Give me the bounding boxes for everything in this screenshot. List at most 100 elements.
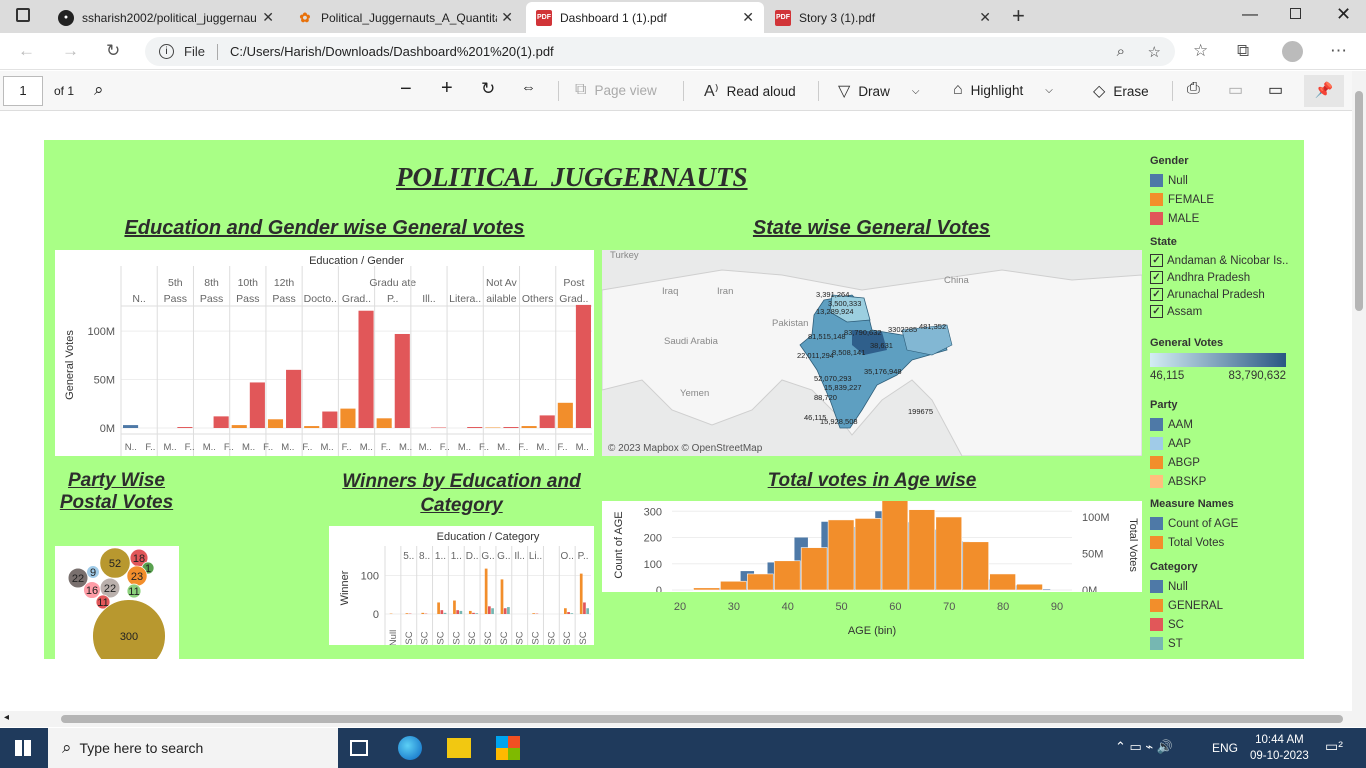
age-votes-chart[interactable]: Count of AGE Total Votes 300 200 100 0 100M 50M…	[602, 498, 1142, 597]
category-label: N..	[132, 293, 145, 305]
back-icon[interactable]: ←	[18, 41, 35, 60]
rotate-icon[interactable]: ↻	[481, 79, 496, 98]
collections-icon[interactable]: ⧉	[1237, 41, 1250, 60]
close-window-button[interactable]: ✕	[1336, 4, 1352, 24]
education-gender-chart[interactable]: Education / Gender General Votes 100M 50M 0M…	[55, 250, 594, 456]
pin-toolbar-button[interactable]: 📌	[1304, 75, 1344, 107]
legend-item[interactable]: ABGP	[1150, 453, 1300, 472]
draw-button[interactable]: ▽ Draw ⌵	[838, 81, 919, 101]
state-checkbox-item[interactable]: ✓ Arunachal Pradesh	[1150, 286, 1300, 303]
save-as-icon[interactable]: ▭	[1268, 82, 1284, 99]
chart-title: Education / Category	[437, 531, 540, 543]
refresh-icon[interactable]: ↻	[106, 41, 121, 60]
gender-tick-label: M..	[203, 442, 216, 453]
taskbar-search[interactable]: ⌕ Type here to search	[48, 728, 338, 768]
windows-taskbar: ⌕ Type here to search ⌃ ▭ ⌁ 🔊 ENG 10:44 …	[0, 728, 1366, 768]
page-number-input[interactable]: 1	[3, 76, 43, 106]
votes-bar	[854, 518, 882, 591]
legend-swatch	[1150, 437, 1163, 450]
print-icon[interactable]: ⎙	[1187, 80, 1200, 97]
party-postal-chart[interactable]: 52 18 22 9 1 23 16 22 11 11 300	[55, 546, 179, 659]
zoom-in-icon[interactable]: +	[441, 77, 453, 99]
scroll-thumb[interactable]	[61, 715, 1343, 723]
checkbox-icon[interactable]: ✓	[1150, 271, 1163, 284]
close-icon[interactable]: ✕	[262, 9, 274, 25]
legend-item[interactable]: AAM	[1150, 415, 1300, 434]
tab-colab[interactable]: ✿ Political_Juggernauts_A_Quantita ✕	[287, 2, 523, 33]
gender-tick-label: F..	[381, 442, 391, 453]
state-checkbox-item[interactable]: ✓ Andaman & Nicobar Is..	[1150, 252, 1300, 269]
more-icon[interactable]: ⋯	[1330, 41, 1347, 60]
x-tick-label: SC	[578, 631, 589, 644]
legend-label: GENERAL	[1168, 599, 1223, 612]
horizontal-scrollbar[interactable]: ◂	[0, 711, 1352, 727]
edge-icon[interactable]	[398, 736, 422, 760]
clock[interactable]: 10:44 AM 09-10-2023	[1250, 734, 1309, 762]
favorites-icon[interactable]: ☆	[1193, 41, 1209, 60]
erase-button[interactable]: ◇ Erase	[1093, 81, 1149, 101]
restore-button[interactable]	[1290, 8, 1301, 19]
close-icon[interactable]: ✕	[742, 9, 754, 25]
find-icon[interactable]: ⌕	[94, 80, 104, 99]
minimize-button[interactable]: —	[1242, 6, 1258, 23]
chevron-down-icon[interactable]: ⌵	[911, 85, 920, 97]
legend-item[interactable]: FEMALE	[1150, 190, 1300, 209]
gender-tick-label: F..	[302, 442, 312, 453]
system-tray-icons[interactable]: ⌃ ▭ ⌁ 🔊	[1115, 739, 1174, 754]
task-view-icon[interactable]	[350, 740, 368, 756]
close-icon[interactable]: ✕	[979, 9, 991, 25]
add-favorite-icon[interactable]: ☆	[1147, 43, 1161, 61]
legend-item[interactable]: Total Votes	[1150, 533, 1300, 552]
legend-item[interactable]: AAP	[1150, 434, 1300, 453]
legend-item[interactable]: MALE	[1150, 209, 1300, 228]
page-view-button[interactable]: ⧉ Page view	[575, 81, 657, 99]
language-indicator[interactable]: ENG	[1212, 741, 1239, 755]
state-map[interactable]: Turkey Iraq Iran Pakistan Saudi Arabia Y…	[602, 250, 1142, 456]
state-checkbox-item[interactable]: ✓ Assam	[1150, 303, 1300, 320]
store-icon[interactable]	[496, 736, 520, 760]
highlight-button[interactable]: ⌂ Highlight ⌵	[953, 81, 1053, 99]
legend-item[interactable]: ST	[1150, 634, 1300, 653]
info-icon[interactable]: i	[159, 44, 174, 59]
scroll-left-icon[interactable]: ◂	[4, 712, 10, 723]
zoom-icon[interactable]: ⌕	[1116, 43, 1125, 60]
y-tick-label: 300	[644, 506, 662, 518]
tab-dashboard-pdf[interactable]: PDF Dashboard 1 (1).pdf ✕	[526, 2, 764, 33]
legend-item[interactable]: Null	[1150, 171, 1300, 190]
legend-item[interactable]: Count of AGE	[1150, 514, 1300, 533]
legend-label: ST	[1168, 637, 1183, 650]
checkbox-icon[interactable]: ✓	[1150, 254, 1163, 267]
legend-item[interactable]: ABSKP	[1150, 472, 1300, 491]
vertical-scrollbar[interactable]	[1352, 71, 1366, 727]
legend-item[interactable]: GENERAL	[1150, 596, 1300, 615]
legend-item[interactable]: Null	[1150, 577, 1300, 596]
close-icon[interactable]: ✕	[501, 9, 513, 25]
read-aloud-button[interactable]: A⁾ Read aloud	[704, 81, 796, 101]
checkbox-icon[interactable]: ✓	[1150, 288, 1163, 301]
winners-chart[interactable]: Education / Category Winner 100 0 Null 5.. SC 8…	[329, 526, 594, 646]
tab-story-pdf[interactable]: PDF Story 3 (1).pdf ✕	[765, 2, 1001, 33]
page-view-label: Page view	[594, 82, 657, 98]
zoom-out-icon[interactable]: −	[400, 78, 412, 100]
file-explorer-icon[interactable]	[447, 738, 471, 758]
forward-icon[interactable]: →	[62, 41, 79, 60]
tab-github[interactable]: ● ssharish2002/political_juggernau ✕	[48, 2, 284, 33]
bar	[564, 608, 567, 614]
start-icon[interactable]	[15, 740, 31, 756]
legend-item[interactable]: SC	[1150, 615, 1300, 634]
gender-tick-label: F..	[145, 442, 155, 453]
new-tab-button[interactable]: +	[1012, 3, 1025, 28]
scroll-thumb[interactable]	[1355, 91, 1363, 311]
fit-page-icon[interactable]: ⇔	[521, 79, 536, 96]
save-icon[interactable]: ▭	[1228, 82, 1244, 99]
state-checkbox-item[interactable]: ✓ Andhra Pradesh	[1150, 269, 1300, 286]
checkbox-icon[interactable]: ✓	[1150, 305, 1163, 318]
chevron-down-icon[interactable]: ⌵	[1045, 84, 1053, 96]
x-tick-label: SC	[467, 631, 478, 644]
x-tick-label: SC	[499, 631, 510, 644]
profile-avatar[interactable]	[1282, 41, 1303, 62]
address-bar[interactable]: i File C:/Users/Harish/Downloads/Dashboa…	[145, 37, 1175, 66]
category-label: Li..	[529, 551, 542, 562]
tab-actions-icon[interactable]	[16, 8, 30, 22]
notification-icon[interactable]: ▭²	[1325, 738, 1343, 754]
